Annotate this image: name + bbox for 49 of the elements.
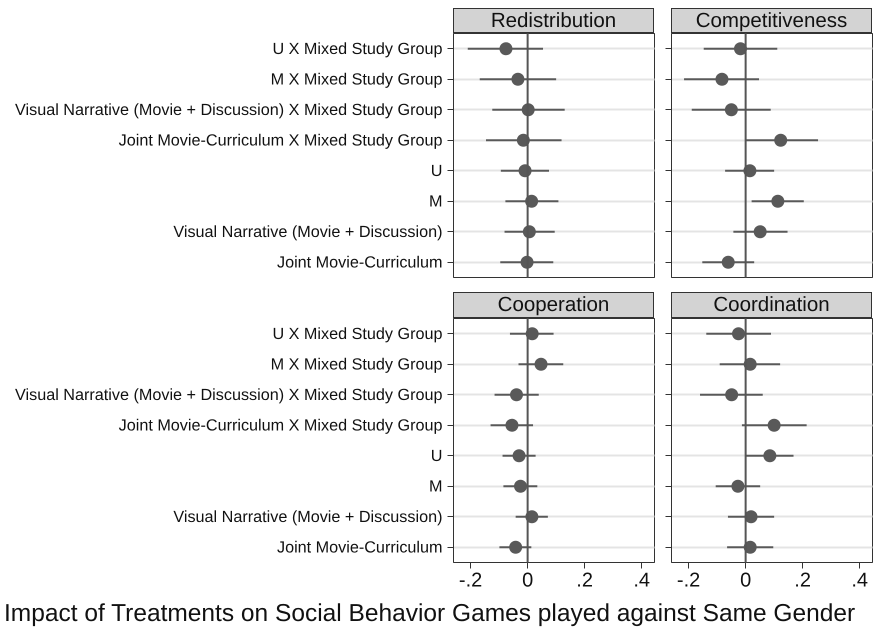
y-tick-label: Joint Movie-Curriculum (276, 538, 443, 556)
point (509, 540, 522, 554)
point (725, 388, 738, 402)
chart-title: Redistribution (490, 9, 616, 32)
y-tick-label: Joint Movie-Curriculum X Mixed Study Group (118, 131, 443, 150)
point (763, 449, 776, 462)
y-tick-label: U X Mixed Study Group (272, 40, 443, 58)
y-tick-label: M X Mixed Study Group (270, 355, 443, 374)
x-tick-label: -.2 (458, 570, 482, 592)
y-tick-label: M X Mixed Study Group (270, 70, 443, 88)
y-tick-label: Visual Narrative (Movie + Discussion) X Mixed Study Group (15, 100, 442, 119)
y-tick-label: Joint Movie-Curriculum X Mixed Study Group (118, 416, 443, 434)
point (754, 225, 767, 238)
y-tick-label: U (430, 162, 443, 180)
point (768, 418, 781, 432)
point (510, 388, 524, 402)
x-tick-label: .4 (633, 570, 650, 592)
point (499, 42, 512, 56)
x-tick-label: .4 (851, 570, 868, 592)
point (731, 480, 744, 493)
y-tick-label: U (430, 446, 443, 465)
point (511, 72, 524, 86)
y-tick-label: M (429, 192, 442, 210)
x-tick-label: 0 (522, 570, 534, 592)
chart-title: Cooperation (498, 293, 610, 317)
point (505, 418, 518, 432)
chart-title: Coordination (713, 293, 830, 317)
point (514, 480, 527, 493)
y-tick-label: Joint Movie-Curriculum (276, 253, 443, 272)
point (534, 358, 548, 371)
x-tick-label: -.2 (676, 570, 700, 592)
x-tick-label: 0 (740, 570, 752, 592)
point (744, 510, 758, 524)
y-tick-label: Visual Narrative (Movie + Discussion) X Mixed Study Group (15, 386, 442, 404)
y-tick-label: U X Mixed Study Group (272, 324, 443, 343)
chart-title: Competitiveness (696, 9, 848, 32)
x-tick-label: .2 (794, 570, 811, 592)
point (724, 103, 738, 116)
point (512, 449, 526, 462)
y-tick-label: M (429, 477, 442, 496)
point (774, 134, 788, 147)
point (771, 194, 784, 208)
point (722, 256, 735, 269)
point (715, 72, 728, 86)
text: Impact of Treatments on Social Behavior Games played against Same Gender (4, 600, 856, 628)
y-tick-label: Visual Narrative (Movie + Discussion) (173, 222, 443, 241)
x-tick-label: .2 (576, 570, 593, 592)
point (732, 327, 745, 340)
y-tick-label: Visual Narrative (Movie + Discussion) (173, 508, 443, 526)
